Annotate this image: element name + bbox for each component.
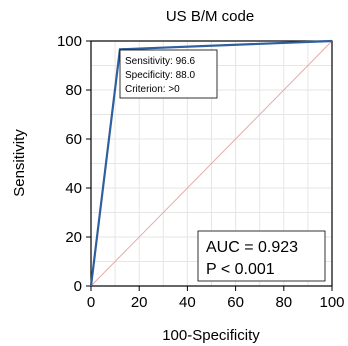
y-tick-label: 40 — [65, 180, 82, 197]
plot-frame — [90, 40, 333, 287]
x-tick-label: 60 — [227, 294, 244, 311]
auc-label: AUC = 0.923 — [206, 239, 298, 256]
x-tick-label: 40 — [179, 294, 196, 311]
stats-box: AUC = 0.923 P < 0.001 — [197, 230, 326, 282]
stats-box-frame — [197, 230, 326, 282]
x-tick-label: 100 — [319, 294, 344, 311]
x-tick-label: 0 — [87, 294, 95, 311]
criterion-callout-box — [119, 49, 218, 99]
x-tick-label: 80 — [275, 294, 292, 311]
roc-curve — [89, 39, 333, 287]
y-tick-label: 20 — [65, 229, 82, 246]
y-tick-label: 60 — [65, 131, 82, 148]
criterion-callout: Sensitivity: 96.6 Specificity: 88.0 Crit… — [119, 49, 218, 99]
x-tick-label: 20 — [131, 294, 148, 311]
y-tick-label: 0 — [74, 278, 82, 295]
p-value-label: P < 0.001 — [206, 261, 275, 278]
callout-sensitivity: Sensitivity: 96.6 — [125, 56, 195, 67]
y-tick-label: 100 — [57, 33, 82, 50]
chart-title: US B/M code — [166, 8, 254, 25]
axis-ticks: 0 20 40 60 80 100 0 20 40 60 80 100 — [57, 33, 345, 311]
callout-criterion: Criterion: >0 — [125, 84, 180, 95]
callout-specificity: Specificity: 88.0 — [125, 70, 195, 81]
x-axis-title: 100-Specificity — [162, 327, 260, 344]
y-tick-label: 80 — [65, 82, 82, 99]
reference-diagonal — [90, 40, 333, 287]
y-axis-title: Sensitivity — [11, 129, 28, 197]
